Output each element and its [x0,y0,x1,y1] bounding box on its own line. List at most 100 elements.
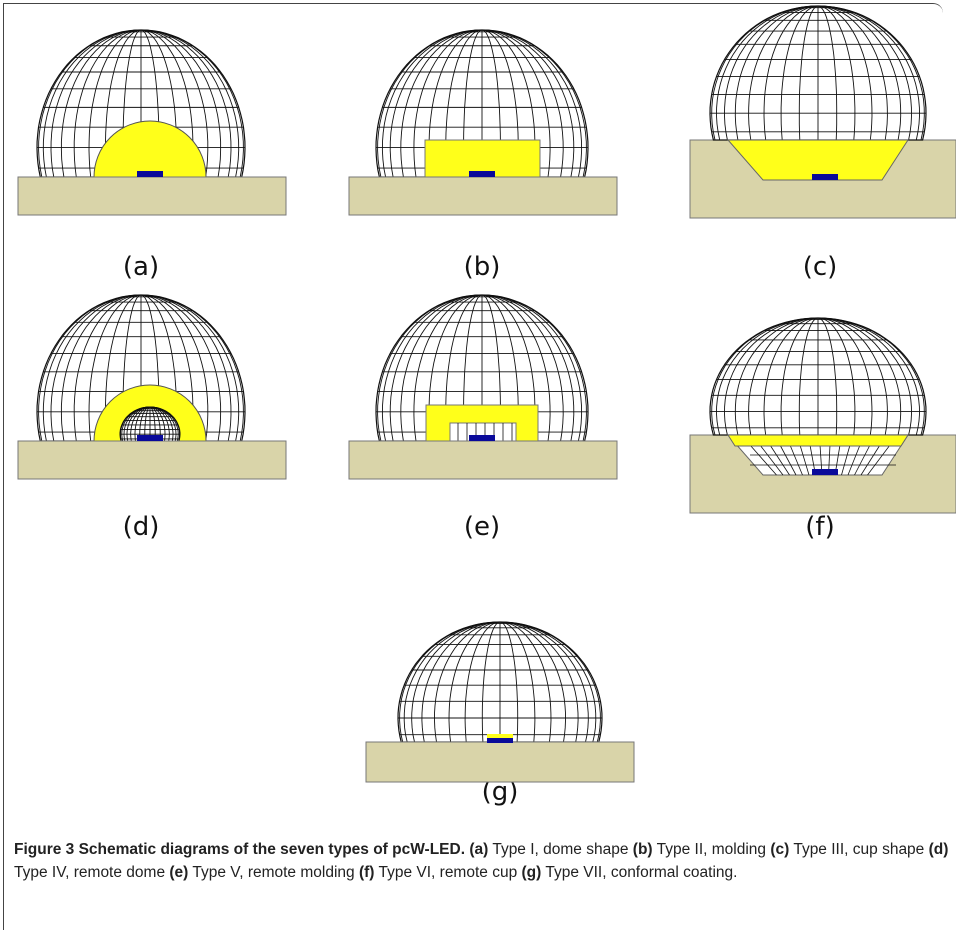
caption-label: (f) [358,864,375,881]
led-chip [137,435,163,441]
dome-meridian [140,294,209,442]
cavity-line [854,444,871,476]
cavity-line [779,444,797,476]
dome-meridian [38,29,142,178]
dome-meridian [817,5,873,141]
figure-frame [3,3,943,930]
dome-meridian [817,317,838,436]
dome-meridian [817,317,912,436]
dome-meridian [377,294,483,442]
dome-meridian [780,317,819,436]
figure: (a) (b) (c) (d) (e) (f) (g) [17,5,956,807]
caption-text: Type VII, conformal coating. [545,864,738,881]
substrate [365,741,635,783]
dome-meridian [50,29,142,178]
dome-meridian [716,317,819,436]
dome-meridian [724,317,819,436]
led-chip [812,469,838,475]
led-chip [487,738,513,743]
dome-meridian [399,621,501,743]
dome-meridian [134,406,151,442]
dome-meridian [130,406,151,442]
caption-label: (b) [632,841,653,858]
caption-label: (g) [521,864,542,881]
dome-meridian [149,406,156,442]
dome-meridian [140,29,232,178]
dome-meridian [817,5,902,141]
dome-meridian [817,5,925,141]
dome-meridian [126,406,151,442]
panel-label: (d) [123,512,160,542]
dome-meridian [734,317,819,436]
dome-meridian [73,29,142,178]
dome-meridian [60,294,142,442]
dome-meridian [140,294,232,442]
dome-meridian [73,294,142,442]
phosphor-dome [93,120,207,178]
dome-meridian [817,317,888,436]
dome-meridian [817,5,856,141]
dome-meridian [149,406,180,442]
caption-text: Type IV, remote dome [14,864,166,881]
inner-dome [119,406,181,442]
dome-meridian [389,29,483,178]
dome-meridian [711,5,819,141]
dome-meridian [481,294,564,442]
dome-meridian [481,29,575,178]
cavity-line [789,444,803,476]
caption-text: Type V, remote molding [192,864,355,881]
dome-meridian [389,294,483,442]
dome-meridian [748,5,819,141]
dome-meridian [817,5,838,141]
dome-meridian [481,29,551,178]
dome-meridian [140,29,222,178]
conformal-coating [487,734,513,738]
dome-meridian [413,294,483,442]
phosphor-molding [424,139,541,178]
caption-text: Type VI, remote cup [378,864,518,881]
caption-text: Type III, cup shape [793,841,925,858]
dome-meridian [499,621,519,743]
dome-meridian [140,29,244,178]
caption-label: (e) [169,864,189,881]
dome-meridian [381,29,483,178]
dome-meridian [448,621,501,743]
substrate [348,440,618,480]
dome-meridian [499,621,552,743]
dome-meridian [817,317,902,436]
caption-label: (d) [928,841,949,858]
dome-meridian [499,621,566,743]
dome-meridian [763,317,819,436]
dome-meridian [149,406,161,442]
dome-meridian [104,294,142,442]
panel-label: (e) [464,512,500,542]
dome-meridian [104,29,142,178]
cavity-line [860,444,881,476]
caption-label: (c) [770,841,790,858]
dome-meridian [716,5,819,141]
led-chip [137,171,163,177]
cavity-line [769,444,790,476]
dome-meridian [42,294,142,442]
dome-meridian [499,621,579,743]
substrate [348,176,618,216]
dome-meridian [144,406,151,442]
dome-meridian [400,29,483,178]
dome-meridian [434,621,501,743]
dome-meridian [464,621,501,743]
panel-label: (f) [805,512,834,542]
dome-meridian [780,5,819,141]
dome-meridian [748,317,819,436]
phosphor-remote-cup [727,434,909,447]
dome-meridian [763,5,819,141]
panel-label: (c) [803,252,838,282]
dome-meridian [499,621,601,743]
cavity-line [799,444,810,476]
dome-meridian [381,294,483,442]
caption-title: Figure 3 Schematic diagrams of the seven… [14,841,466,858]
dome-meridian [798,5,819,141]
dome-meridian [817,317,856,436]
panel-label: (b) [464,252,501,282]
panel-label: (a) [123,252,159,282]
